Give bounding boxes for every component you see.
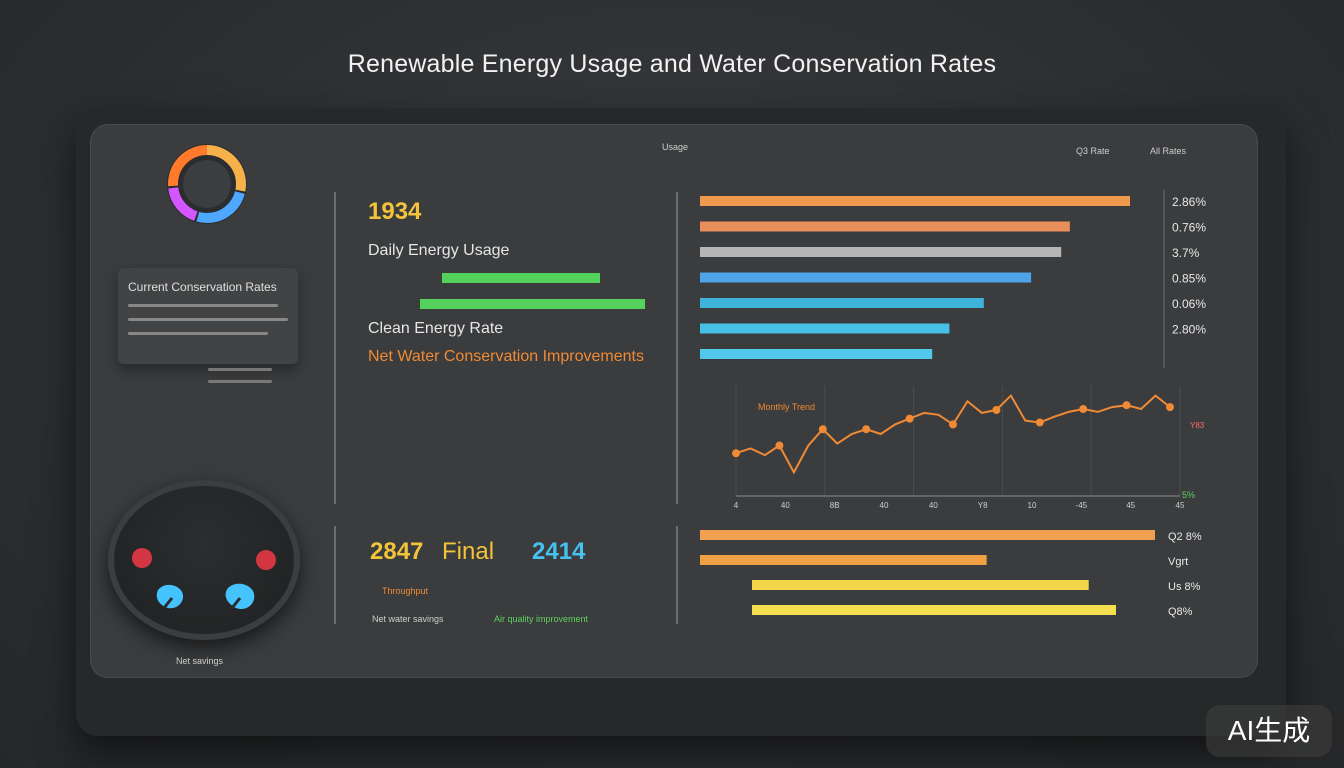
bar-value-label: Vgrt bbox=[1168, 556, 1188, 568]
card-text-line bbox=[128, 304, 278, 307]
bar-value-label: Q2 8% bbox=[1168, 531, 1202, 543]
small-label: Air quality improvement bbox=[494, 614, 589, 624]
bar-value-label: Us 8% bbox=[1168, 581, 1201, 593]
metric-accent-label: Net Water Conservation Improvements bbox=[368, 348, 644, 365]
kpi-primary: 1934 bbox=[368, 198, 422, 225]
globe-icon bbox=[132, 548, 276, 610]
data-point bbox=[905, 414, 914, 423]
conservation-card: Current Conservation Rates bbox=[118, 268, 298, 364]
x-tick-label: 40 bbox=[781, 501, 790, 510]
bar-value-label: 0.76% bbox=[1172, 221, 1206, 235]
kpi-secondary-b: Final bbox=[442, 538, 495, 565]
right-label: Y83 bbox=[1190, 421, 1205, 430]
bar-mark bbox=[700, 555, 987, 565]
data-point bbox=[818, 425, 827, 434]
data-point bbox=[1122, 401, 1131, 410]
right-label: 5% bbox=[1182, 490, 1195, 500]
metric-label: Daily Energy Usage bbox=[368, 242, 510, 259]
x-tick-label: Y8 bbox=[978, 501, 988, 510]
bar-value-label: 2.80% bbox=[1172, 323, 1206, 337]
data-point bbox=[1166, 403, 1174, 412]
small-label: Throughput bbox=[382, 586, 429, 596]
x-tick-label: 45 bbox=[1126, 501, 1135, 510]
x-tick-label: -45 bbox=[1076, 501, 1088, 510]
divider-line bbox=[676, 526, 678, 624]
x-tick-label: 45 bbox=[1176, 501, 1185, 510]
card-text-line bbox=[128, 318, 288, 321]
divider-line bbox=[334, 192, 336, 504]
divider-line bbox=[334, 526, 336, 624]
small-label: Net water savings bbox=[372, 614, 444, 624]
watermark: AI生成 bbox=[1206, 705, 1332, 757]
x-tick-label: 4 bbox=[734, 501, 739, 510]
metric-label: Clean Energy Rate bbox=[368, 320, 504, 337]
bar-mark bbox=[752, 580, 1089, 590]
data-point bbox=[732, 449, 740, 458]
metric-bar-green bbox=[442, 273, 600, 283]
data-point bbox=[949, 420, 957, 429]
data-point bbox=[992, 406, 1001, 414]
chart-header-right: All Rates bbox=[1150, 146, 1187, 156]
kpi-secondary-c: 2414 bbox=[532, 538, 586, 565]
bar-mark bbox=[700, 349, 933, 359]
bar-mark bbox=[700, 530, 1155, 540]
metric-bar-green bbox=[420, 299, 645, 309]
bar-mark bbox=[700, 221, 1070, 232]
bar-value-label: 2.86% bbox=[1172, 195, 1206, 209]
data-point bbox=[862, 425, 871, 434]
left-footer-label: Net savings bbox=[176, 656, 224, 666]
bar-mark bbox=[700, 247, 1062, 257]
x-tick-label: 8B bbox=[830, 501, 840, 510]
donut-icon bbox=[167, 144, 247, 224]
bar-value-label: 3.7% bbox=[1172, 246, 1200, 260]
card-title: Current Conservation Rates bbox=[128, 280, 277, 294]
data-point bbox=[1035, 418, 1044, 427]
bar-mark bbox=[700, 298, 984, 308]
chart-header-title: Usage bbox=[662, 142, 689, 152]
bar-mark bbox=[700, 323, 950, 334]
data-point bbox=[775, 441, 784, 450]
bar-value-label: 0.85% bbox=[1172, 272, 1206, 286]
line-chart: 4 40 8B 40 40 Y8 10 -45 45 45 Monthly Trend Y83 5% bbox=[732, 386, 1205, 510]
page-title: Renewable Energy Usage and Water Conserv… bbox=[347, 50, 997, 78]
bar-mark bbox=[700, 272, 1032, 283]
chart-title: Monthly Trend bbox=[758, 402, 815, 412]
card-caption-line bbox=[208, 368, 272, 371]
bar-value-label: Q8% bbox=[1168, 606, 1193, 618]
bar-mark bbox=[752, 605, 1116, 615]
chart-header-right: Q3 Rate bbox=[1076, 146, 1110, 156]
card-text-line bbox=[128, 332, 268, 335]
data-point bbox=[1079, 405, 1088, 414]
bar-value-label: 0.06% bbox=[1172, 297, 1206, 311]
x-tick-label: 40 bbox=[929, 501, 938, 510]
x-tick-label: 10 bbox=[1028, 501, 1037, 510]
divider-line bbox=[676, 192, 678, 504]
horizontal-bar-chart: 2.86% 0.76% 3.7% 0.85% 0.06% 2.80% bbox=[700, 190, 1206, 368]
card-caption-line bbox=[208, 380, 272, 383]
x-tick-label: 40 bbox=[880, 501, 889, 510]
bar-mark bbox=[700, 196, 1130, 206]
horizontal-bar-chart: Q2 8% Vgrt Us 8% Q8% bbox=[700, 530, 1202, 618]
kpi-secondary-a: 2847 bbox=[370, 538, 424, 565]
